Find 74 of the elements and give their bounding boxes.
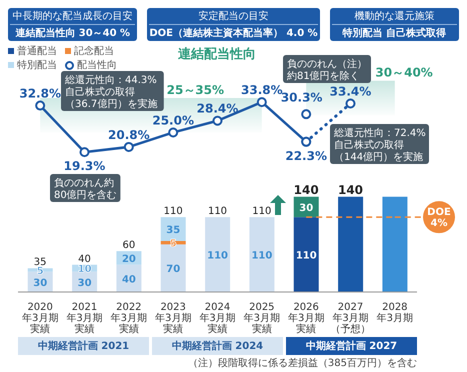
data-label: 110 (251, 250, 272, 262)
data-label: 25.0% (152, 113, 194, 128)
x-tick-label: 2026年3月期実績 (288, 302, 324, 335)
point (301, 136, 312, 147)
text: 中期経営計画 2024 (152, 337, 283, 355)
x-tick-label: 2028年3月期 (376, 302, 414, 324)
chart-title: 連結配当性向 (178, 46, 256, 63)
text: DOE（連結株主資本配当率） 4.0 % (149, 26, 318, 40)
x-tick-label: 2024年3月期実績 (199, 302, 236, 335)
x-tick-label: 2027年3月期（予想） (330, 302, 370, 335)
data-label: 70 (166, 264, 180, 276)
point (256, 97, 267, 108)
band-label: 30～40% (375, 66, 433, 80)
x-tick-label: 2022年3月期実績 (110, 302, 148, 335)
ref-line-label: DOE 4% (427, 207, 451, 230)
bar (382, 196, 408, 292)
bar (249, 217, 274, 292)
data-label: 30 (33, 278, 48, 289)
annotation: 負ののれん約80億円を含む (54, 177, 117, 201)
data-label: 22.3% (285, 148, 327, 163)
x-tick-label: 2021年3月期実績 (66, 302, 103, 335)
point (80, 147, 90, 158)
total-label: 110 (164, 206, 183, 218)
bar (338, 196, 364, 292)
total-label: 110 (208, 206, 228, 218)
point (168, 127, 178, 138)
annotation: 総還元性向：44.3%自己株式の取得（36.7億円）を実施 (64, 74, 158, 110)
data-label: 20.8% (108, 128, 150, 142)
bar (294, 217, 319, 292)
data-label: 10 (78, 264, 92, 276)
bar (205, 217, 230, 292)
point (212, 116, 222, 126)
data-label: 110 (207, 250, 228, 262)
legend-label: 特別配当 (16, 58, 57, 72)
data-label: 19.3% (64, 159, 106, 174)
point (124, 142, 134, 152)
total-label: 110 (252, 206, 272, 218)
band-label: 25～35% (166, 82, 224, 97)
data-label: 5 (170, 238, 177, 250)
total-label: 140 (338, 182, 364, 197)
point (346, 98, 356, 108)
data-label: 32.8% (19, 86, 61, 101)
data-label: 5 (36, 266, 44, 277)
total-label: 140 (294, 182, 319, 197)
data-label: 20 (122, 254, 136, 265)
data-label: 30 (299, 202, 314, 214)
point (301, 109, 312, 120)
text: （注）段階取得に係る差損益（385百万円）を含む (186, 356, 417, 370)
text: 特別配当 自己株式取得 (341, 26, 448, 40)
x-tick-label: 2025年3月期実績 (244, 302, 280, 335)
legend-label: 普通配当 (16, 44, 57, 58)
data-label: 33.8% (241, 83, 283, 98)
x-tick-label: 2020年3月期実績 (22, 302, 58, 335)
legend-label: 配当性向 (76, 58, 117, 72)
data-label: 110 (296, 250, 317, 262)
text: 中期経営計画 2027 (286, 337, 417, 355)
point (35, 100, 46, 111)
text: 中長期的な配当成長の目安 (10, 9, 136, 25)
annotation: 総還元性向：72.4%自己株式の取得（144億円）を実施 (333, 127, 426, 163)
text: 負ののれん（注）約81億円を除く (287, 58, 367, 82)
text: 連結配当性向 30～40 % (14, 26, 132, 40)
data-label: 35 (166, 225, 180, 236)
data-label: 33.4% (330, 84, 372, 98)
data-label: 30 (78, 278, 92, 289)
total-label: 35 (34, 257, 47, 268)
data-label: 40 (122, 274, 136, 286)
text: 安定配当の目安 (149, 9, 318, 25)
legend-label: 記念配当 (73, 44, 115, 58)
total-label: 40 (78, 254, 91, 265)
x-tick-label: 2023年3月期実績 (154, 302, 192, 335)
text: 中期経営計画 2021 (18, 337, 149, 355)
text: 機動的な還元施策 (332, 9, 457, 25)
total-label: 60 (122, 240, 136, 252)
data-label: 28.4% (196, 102, 238, 116)
